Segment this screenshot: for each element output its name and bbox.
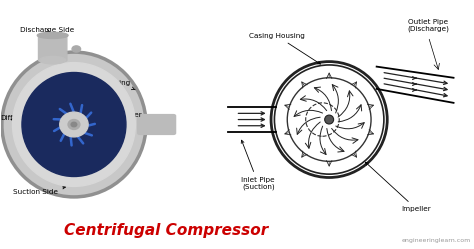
Text: Discharge Side: Discharge Side <box>19 27 74 33</box>
Ellipse shape <box>40 57 66 64</box>
Ellipse shape <box>287 78 371 161</box>
Ellipse shape <box>106 123 110 126</box>
Text: Centrifugal Compressor: Centrifugal Compressor <box>64 223 268 239</box>
Text: Suction Side: Suction Side <box>12 186 65 195</box>
Ellipse shape <box>60 112 88 137</box>
Ellipse shape <box>52 151 56 153</box>
Ellipse shape <box>306 103 339 136</box>
Ellipse shape <box>72 46 81 52</box>
FancyBboxPatch shape <box>138 115 175 134</box>
Ellipse shape <box>62 156 65 158</box>
Ellipse shape <box>271 62 387 178</box>
Ellipse shape <box>72 157 76 160</box>
Ellipse shape <box>100 103 103 106</box>
Ellipse shape <box>104 113 108 115</box>
Text: Casing: Casing <box>107 80 135 90</box>
FancyBboxPatch shape <box>38 34 67 61</box>
Ellipse shape <box>22 72 126 177</box>
Ellipse shape <box>92 151 96 153</box>
Text: Inlet Pipe
(Suction): Inlet Pipe (Suction) <box>241 140 275 190</box>
Ellipse shape <box>100 143 103 146</box>
Ellipse shape <box>38 123 42 126</box>
Ellipse shape <box>325 115 334 124</box>
Ellipse shape <box>92 96 96 98</box>
Ellipse shape <box>68 120 80 129</box>
Ellipse shape <box>71 122 77 127</box>
Ellipse shape <box>62 91 65 93</box>
Ellipse shape <box>45 103 48 106</box>
Text: Impeller: Impeller <box>101 109 142 118</box>
Text: Casing Housing: Casing Housing <box>249 33 320 64</box>
Ellipse shape <box>82 156 86 158</box>
Text: engineeringlearn.com: engineeringlearn.com <box>401 238 471 243</box>
Ellipse shape <box>40 113 44 115</box>
Ellipse shape <box>104 134 108 136</box>
Text: Impeller: Impeller <box>365 162 431 212</box>
Ellipse shape <box>37 32 68 38</box>
Ellipse shape <box>82 91 86 93</box>
Ellipse shape <box>45 143 48 146</box>
Ellipse shape <box>40 134 44 136</box>
Ellipse shape <box>52 96 56 98</box>
Ellipse shape <box>3 53 145 196</box>
Text: Outlet Pipe
(Discharge): Outlet Pipe (Discharge) <box>408 19 449 32</box>
Ellipse shape <box>12 62 136 187</box>
Text: Diffuser: Diffuser <box>0 115 29 121</box>
Ellipse shape <box>72 89 76 92</box>
